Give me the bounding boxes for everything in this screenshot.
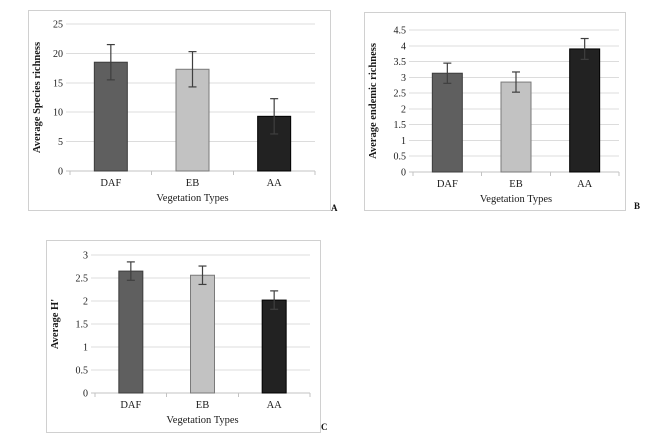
bar — [175, 68, 210, 172]
chart-panel-a: 0 5 10 15 20 25 DAF EB AA Vegetation Types Average… — [28, 10, 331, 211]
y-tick-label: 20 — [53, 49, 63, 60]
y-tick-label: 1.5 — [76, 320, 89, 331]
y-tick-label: 3 — [83, 251, 88, 262]
y-tick-label: 2 — [83, 297, 88, 308]
category-label: EB — [186, 178, 199, 189]
category-label: AA — [577, 179, 593, 190]
y-tick-label: 10 — [53, 108, 63, 119]
category-label: AA — [267, 178, 283, 189]
y-axis-title: Average Species richness — [32, 42, 43, 153]
panel-letter-a: A — [331, 203, 338, 213]
panel-letter-b: B — [634, 201, 641, 211]
y-axis-title: Average endemic richness — [368, 43, 379, 159]
y-tick-label: 0 — [83, 389, 88, 400]
bar — [431, 72, 463, 173]
y-tick-label: 5 — [58, 137, 63, 148]
x-axis-title: Vegetation Types — [156, 193, 228, 204]
chart-panel-c: 0 0.5 1 1.5 2 2.5 3 DAF EB AA Vegetation Types Aver… — [46, 240, 321, 433]
category-label: AA — [267, 400, 283, 411]
bar — [261, 299, 287, 394]
y-tick-label: 1.5 — [394, 120, 407, 131]
y-tick-label: 4 — [401, 41, 406, 52]
panel-letter-c: C — [321, 422, 328, 432]
y-tick-label: 0.5 — [394, 152, 407, 163]
category-label: DAF — [120, 400, 141, 411]
category-label: DAF — [437, 179, 458, 190]
y-tick-label: 3.5 — [394, 57, 407, 68]
bar — [569, 48, 601, 173]
bar — [500, 81, 532, 173]
y-tick-label: 1 — [401, 136, 406, 147]
y-tick-label: 0.5 — [76, 366, 89, 377]
y-axis-title: Average H' — [50, 299, 61, 349]
bar-chart-shannon-diversity: 0 0.5 1 1.5 2 2.5 3 DAF EB AA Vegetation Types Aver… — [50, 251, 311, 426]
category-label: DAF — [100, 178, 121, 189]
y-tick-label: 3 — [401, 73, 406, 84]
y-tick-label: 2 — [401, 104, 406, 115]
bar — [118, 270, 144, 394]
y-tick-label: 25 — [53, 20, 63, 31]
y-tick-label: 0 — [58, 167, 63, 178]
y-tick-label: 2.5 — [394, 89, 407, 100]
bar — [257, 115, 292, 172]
chart-panel-b: 0 0.5 1 1.5 2 2.5 3 3.5 4 4.5 DAF EB AA Vegetation Ty… — [364, 12, 626, 211]
bar-chart-endemic-richness: 0 0.5 1 1.5 2 2.5 3 3.5 4 4.5 DAF EB AA Vegetation Ty… — [368, 26, 620, 205]
category-label: EB — [509, 179, 522, 190]
y-tick-label: 2.5 — [76, 274, 89, 285]
bar — [190, 274, 215, 394]
y-tick-label: 0 — [401, 168, 406, 179]
y-tick-label: 4.5 — [394, 26, 407, 37]
y-tick-label: 15 — [53, 78, 63, 89]
x-axis-title: Vegetation Types — [166, 415, 238, 426]
bar-chart-species-richness: 0 5 10 15 20 25 DAF EB AA Vegetation Types Average… — [32, 20, 316, 204]
x-axis-title: Vegetation Types — [480, 194, 552, 205]
y-tick-label: 1 — [83, 343, 88, 354]
category-label: EB — [196, 400, 209, 411]
